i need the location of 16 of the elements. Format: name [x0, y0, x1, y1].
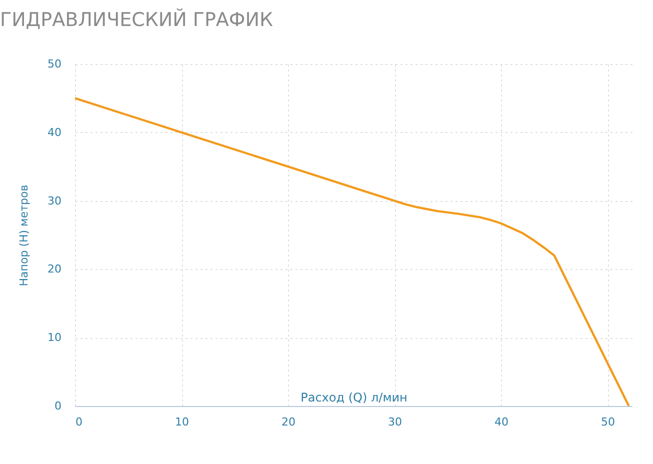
x-tick-label: 30	[388, 416, 402, 428]
y-tick-label: 0	[54, 400, 62, 412]
y-axis-title: Напор (H) метров	[18, 184, 30, 286]
x-axis-title: Расход (Q) л/мин	[300, 390, 408, 404]
line-series	[75, 97, 630, 406]
x-tick-label: 50	[601, 416, 616, 428]
x-tick-label: 10	[175, 416, 189, 428]
chart-title: ГИДРАВЛИЧЕСКИЙ ГРАФИК	[0, 8, 274, 31]
y-tick-label: 50	[48, 58, 62, 70]
y-tick-label: 30	[48, 194, 62, 208]
x-tick-label: 40	[494, 416, 509, 428]
x-tick-label: 0	[76, 416, 82, 428]
y-tick-label: 10	[48, 331, 62, 344]
y-tick-label: 20	[48, 262, 62, 276]
y-tick-label: 40	[48, 126, 62, 139]
x-tick-label: 20	[282, 416, 296, 428]
